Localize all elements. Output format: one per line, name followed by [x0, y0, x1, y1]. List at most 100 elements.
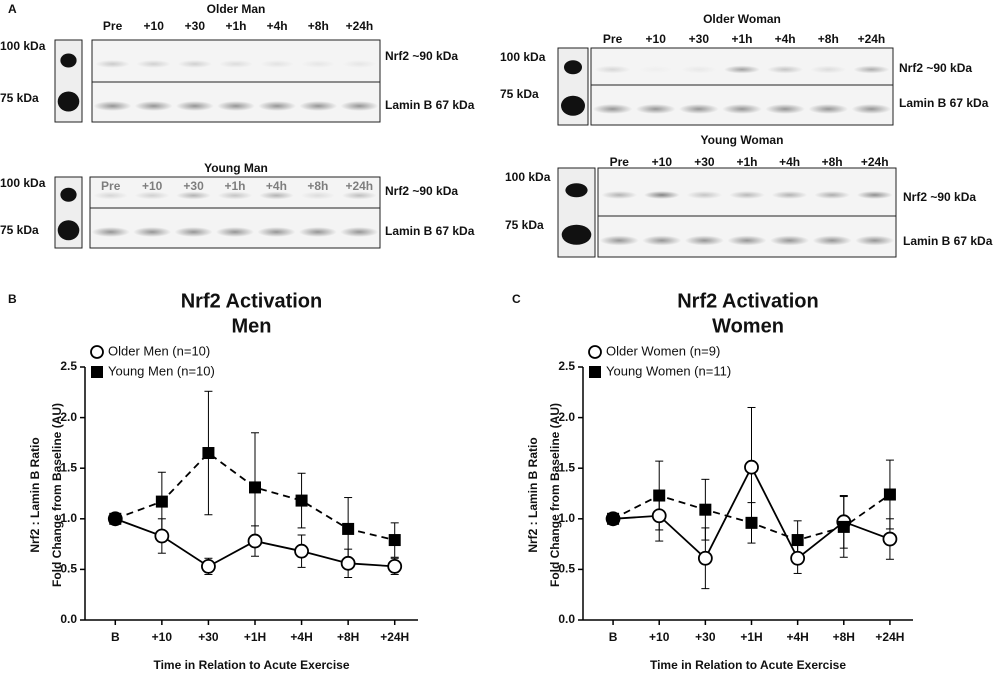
- point: [651, 508, 667, 524]
- lane-label: +1h: [225, 19, 246, 33]
- y-tick-label: 0.5: [558, 562, 575, 576]
- marker-label: 75 kDa: [505, 218, 544, 232]
- legend-marker: [90, 345, 104, 359]
- point: [388, 534, 401, 547]
- blot-lower: [91, 81, 381, 123]
- point: [294, 543, 309, 559]
- lane-label: +4h: [779, 155, 800, 169]
- blot-lower: [89, 207, 381, 249]
- legend-label: Older Men (n=10): [108, 343, 210, 358]
- x-tick-label: B: [609, 630, 618, 644]
- band-label: Lamin B 67 kDa: [903, 234, 993, 248]
- point: [249, 481, 261, 494]
- panel-label: C: [512, 292, 521, 306]
- y-tick-label: 1.0: [558, 511, 575, 525]
- x-tick-label: +8H: [337, 630, 359, 644]
- panel-label: A: [8, 2, 17, 16]
- y-tick-label: 2.5: [60, 359, 77, 373]
- x-axis-label: Time in Relation to Acute Exercise: [650, 658, 846, 672]
- marker-label: 100 kDa: [500, 50, 546, 64]
- band-label: Nrf2 ~90 kDa: [385, 49, 458, 63]
- ladder-band: [57, 91, 80, 112]
- chart-title: Nrf2 Activation: [677, 290, 819, 312]
- legend-marker: [588, 345, 602, 359]
- y-tick-label: 0.0: [558, 612, 575, 626]
- blot-title: Young Woman: [701, 133, 784, 147]
- blot-upper: [597, 167, 897, 217]
- point: [154, 528, 170, 544]
- legend-label: Older Women (n=9): [606, 343, 720, 358]
- marker-label: 75 kDa: [0, 223, 39, 237]
- chart-subtitle: Women: [712, 315, 784, 337]
- ladder-band: [565, 183, 588, 198]
- point: [791, 534, 804, 547]
- point: [699, 503, 712, 516]
- point: [744, 459, 759, 475]
- y-tick-label: 0.0: [60, 612, 77, 626]
- x-tick-label: +30: [695, 630, 716, 644]
- blot-title: Older Man: [207, 2, 266, 16]
- ladder-band: [561, 224, 592, 245]
- ladder-band: [564, 60, 582, 75]
- chart-title: Nrf2 Activation: [181, 290, 323, 312]
- blot-lower: [590, 84, 894, 126]
- point: [342, 522, 355, 535]
- lane-label: Pre: [610, 155, 630, 169]
- lane-label: +4h: [267, 19, 288, 33]
- ladder-band: [561, 95, 585, 116]
- band-label: Lamin B 67 kDa: [385, 98, 475, 112]
- lane-label: +10: [144, 19, 165, 33]
- point: [882, 531, 898, 547]
- x-tick-label: B: [111, 630, 120, 644]
- lane-label: +24h: [346, 19, 374, 33]
- x-tick-label: +30: [198, 630, 219, 644]
- x-tick-label: +1H: [740, 630, 762, 644]
- x-tick-label: +8H: [833, 630, 855, 644]
- marker-label: 75 kDa: [500, 87, 539, 101]
- x-tick-label: +10: [649, 630, 670, 644]
- point: [155, 495, 168, 508]
- y-tick-label: 2.0: [60, 410, 77, 424]
- point: [883, 488, 896, 501]
- y-tick-label: 2.5: [558, 359, 575, 373]
- point: [109, 512, 122, 525]
- lane-label: +4h: [775, 32, 796, 46]
- x-tick-label: +4H: [290, 630, 312, 644]
- y-axis-label: Nrf2 : Lamin B Ratio: [28, 437, 42, 552]
- marker-label: 75 kDa: [0, 91, 39, 105]
- lane-label: +10: [646, 32, 667, 46]
- ladder-band: [60, 53, 77, 68]
- point: [387, 558, 403, 574]
- point: [653, 489, 666, 502]
- legend-label: Young Women (n=11): [606, 363, 731, 378]
- panel-label: B: [8, 292, 17, 306]
- x-tick-label: +24H: [875, 630, 904, 644]
- lane-label: +30: [689, 32, 710, 46]
- legend-marker: [589, 366, 601, 378]
- point: [295, 494, 308, 507]
- point: [247, 533, 263, 549]
- y-tick-label: 1.0: [60, 511, 77, 525]
- ladder-band: [60, 187, 77, 202]
- point: [340, 555, 356, 571]
- marker-label: 100 kDa: [505, 170, 551, 184]
- point: [837, 520, 850, 533]
- band-label: Nrf2 ~90 kDa: [385, 184, 458, 198]
- legend-marker: [91, 366, 103, 378]
- blot-title: Older Woman: [703, 12, 781, 26]
- marker-label: 100 kDa: [0, 176, 46, 190]
- marker-label: 100 kDa: [0, 39, 46, 53]
- lane-label: Pre: [603, 32, 623, 46]
- lane-label: +8h: [308, 19, 329, 33]
- blot-upper: [89, 176, 381, 209]
- point: [745, 516, 758, 529]
- point: [607, 512, 620, 525]
- x-tick-label: +10: [152, 630, 173, 644]
- blot-lower: [597, 215, 897, 258]
- point: [790, 550, 806, 566]
- x-axis-label: Time in Relation to Acute Exercise: [153, 658, 349, 672]
- band-label: Lamin B 67 kDa: [385, 224, 475, 238]
- point: [202, 447, 215, 460]
- y-tick-label: 0.5: [60, 562, 77, 576]
